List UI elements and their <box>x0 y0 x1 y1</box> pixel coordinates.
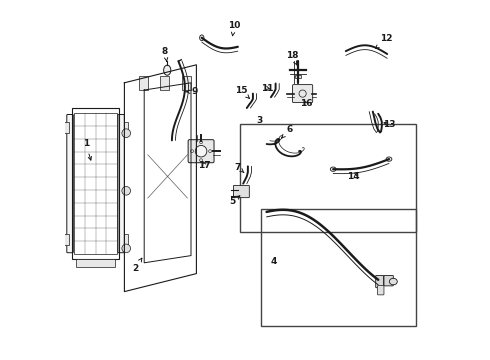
FancyBboxPatch shape <box>293 85 313 103</box>
Text: 14: 14 <box>347 172 359 181</box>
Text: 11: 11 <box>261 84 273 93</box>
Text: 4: 4 <box>270 256 277 265</box>
Bar <box>72 108 119 259</box>
Text: 18: 18 <box>286 51 298 66</box>
Bar <box>76 259 116 267</box>
Text: 1: 1 <box>83 139 92 160</box>
Bar <box>160 76 170 90</box>
Text: 6: 6 <box>282 125 293 138</box>
Circle shape <box>122 244 130 253</box>
Text: 5: 5 <box>230 196 240 206</box>
Bar <box>64 122 69 133</box>
Ellipse shape <box>386 157 392 161</box>
FancyBboxPatch shape <box>118 114 124 253</box>
Bar <box>261 209 416 326</box>
Bar <box>139 76 148 90</box>
Bar <box>240 124 416 232</box>
Text: 16: 16 <box>300 99 313 108</box>
Ellipse shape <box>330 167 336 171</box>
Text: 9: 9 <box>186 87 198 96</box>
FancyBboxPatch shape <box>233 185 249 198</box>
Bar <box>123 234 128 245</box>
Bar <box>295 75 301 78</box>
Text: 10: 10 <box>228 21 241 36</box>
Text: 7: 7 <box>235 163 244 172</box>
Text: 2: 2 <box>132 258 142 273</box>
Text: 15: 15 <box>235 86 249 98</box>
Bar <box>64 234 69 245</box>
Circle shape <box>196 145 207 157</box>
FancyBboxPatch shape <box>376 275 384 288</box>
FancyBboxPatch shape <box>188 140 214 163</box>
Text: 17: 17 <box>198 161 211 170</box>
Bar <box>74 113 117 254</box>
Bar <box>182 76 191 90</box>
Text: 3: 3 <box>256 116 263 125</box>
FancyBboxPatch shape <box>377 285 384 295</box>
Ellipse shape <box>199 35 204 41</box>
FancyBboxPatch shape <box>67 114 74 253</box>
Ellipse shape <box>164 65 171 75</box>
Text: 8: 8 <box>162 46 168 61</box>
FancyBboxPatch shape <box>384 275 393 286</box>
Circle shape <box>122 129 130 138</box>
Text: 12: 12 <box>376 34 392 49</box>
Ellipse shape <box>390 278 397 285</box>
Text: 13: 13 <box>383 120 395 129</box>
Bar <box>123 122 128 133</box>
Circle shape <box>122 186 130 195</box>
